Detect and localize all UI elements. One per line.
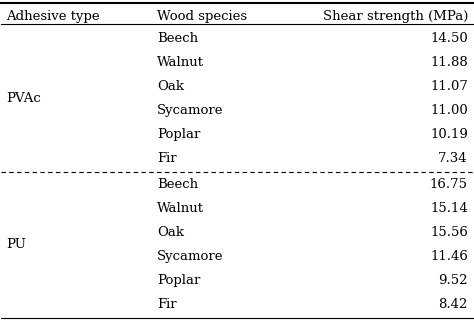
Text: Beech: Beech xyxy=(157,32,198,45)
Text: 14.50: 14.50 xyxy=(430,32,468,45)
Text: Oak: Oak xyxy=(157,226,184,239)
Text: 15.56: 15.56 xyxy=(430,226,468,239)
Text: PU: PU xyxy=(6,238,26,251)
Text: PVAc: PVAc xyxy=(6,92,41,105)
Text: 11.88: 11.88 xyxy=(430,56,468,69)
Text: Adhesive type: Adhesive type xyxy=(6,10,100,23)
Text: 16.75: 16.75 xyxy=(430,178,468,191)
Text: Beech: Beech xyxy=(157,178,198,191)
Text: Fir: Fir xyxy=(157,152,176,165)
Text: 11.07: 11.07 xyxy=(430,80,468,93)
Text: Walnut: Walnut xyxy=(157,202,204,215)
Text: Poplar: Poplar xyxy=(157,274,201,287)
Text: Poplar: Poplar xyxy=(157,128,201,141)
Text: 10.19: 10.19 xyxy=(430,128,468,141)
Text: 15.14: 15.14 xyxy=(430,202,468,215)
Text: 11.00: 11.00 xyxy=(430,104,468,117)
Text: 11.46: 11.46 xyxy=(430,250,468,263)
Text: Wood species: Wood species xyxy=(157,10,247,23)
Text: Oak: Oak xyxy=(157,80,184,93)
Text: Walnut: Walnut xyxy=(157,56,204,69)
Text: 9.52: 9.52 xyxy=(438,274,468,287)
Text: Shear strength (MPa): Shear strength (MPa) xyxy=(322,10,468,23)
Text: 8.42: 8.42 xyxy=(438,298,468,311)
Text: 7.34: 7.34 xyxy=(438,152,468,165)
Text: Sycamore: Sycamore xyxy=(157,250,223,263)
Text: Fir: Fir xyxy=(157,298,176,311)
Text: Sycamore: Sycamore xyxy=(157,104,223,117)
